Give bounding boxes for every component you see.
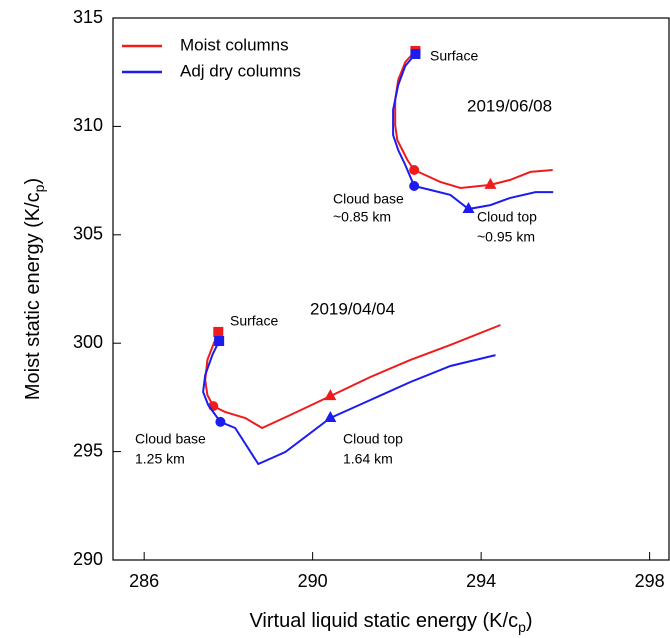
legend-label: Moist columns — [180, 35, 289, 54]
annotation: Cloud top — [477, 209, 537, 225]
y-axis-label: Moist static energy (K/cp) — [22, 178, 46, 400]
series-line — [202, 53, 554, 466]
annotation: 2019/06/08 — [467, 96, 552, 115]
x-axis-label: Virtual liquid static energy (K/cp) — [249, 610, 532, 634]
marker-triangle — [484, 177, 497, 189]
marker-square — [410, 48, 421, 59]
y-tick-label: 310 — [73, 115, 103, 135]
annotation: 2019/04/04 — [310, 299, 395, 318]
marker-square — [214, 336, 225, 347]
marker-circle — [409, 181, 420, 192]
annotation: 1.64 km — [343, 451, 393, 467]
annotation: Cloud base — [135, 431, 206, 447]
annotation: 1.25 km — [135, 451, 185, 467]
annotation: Surface — [230, 313, 278, 329]
marker-triangle — [324, 389, 337, 401]
plot-frame — [112, 17, 670, 561]
x-tick-label: 298 — [635, 571, 665, 591]
marker-triangle — [324, 410, 337, 422]
y-tick-label: 295 — [73, 440, 103, 460]
x-tick-label: 294 — [466, 571, 496, 591]
marker-square — [213, 326, 224, 337]
marker-triangle — [462, 202, 475, 214]
y-tick-label: 315 — [73, 7, 103, 27]
y-tick-label: 300 — [73, 332, 103, 352]
annotation: ~0.95 km — [477, 229, 535, 245]
x-tick-label: 286 — [129, 571, 159, 591]
legend-label: Adj dry columns — [180, 61, 301, 80]
x-tick-label: 290 — [298, 571, 328, 591]
y-tick-label: 305 — [73, 224, 103, 244]
annotation: Surface — [430, 48, 478, 64]
annotation: Cloud base — [333, 191, 404, 207]
annotation: ~0.85 km — [333, 209, 391, 225]
y-tick-label: 290 — [73, 549, 103, 569]
marker-circle — [409, 164, 420, 175]
annotation: Cloud top — [343, 431, 403, 447]
marker-circle — [215, 416, 226, 427]
